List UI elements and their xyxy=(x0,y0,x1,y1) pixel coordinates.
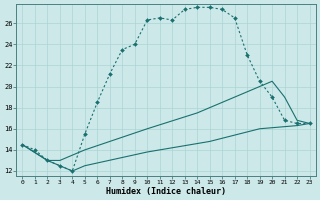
X-axis label: Humidex (Indice chaleur): Humidex (Indice chaleur) xyxy=(106,187,226,196)
